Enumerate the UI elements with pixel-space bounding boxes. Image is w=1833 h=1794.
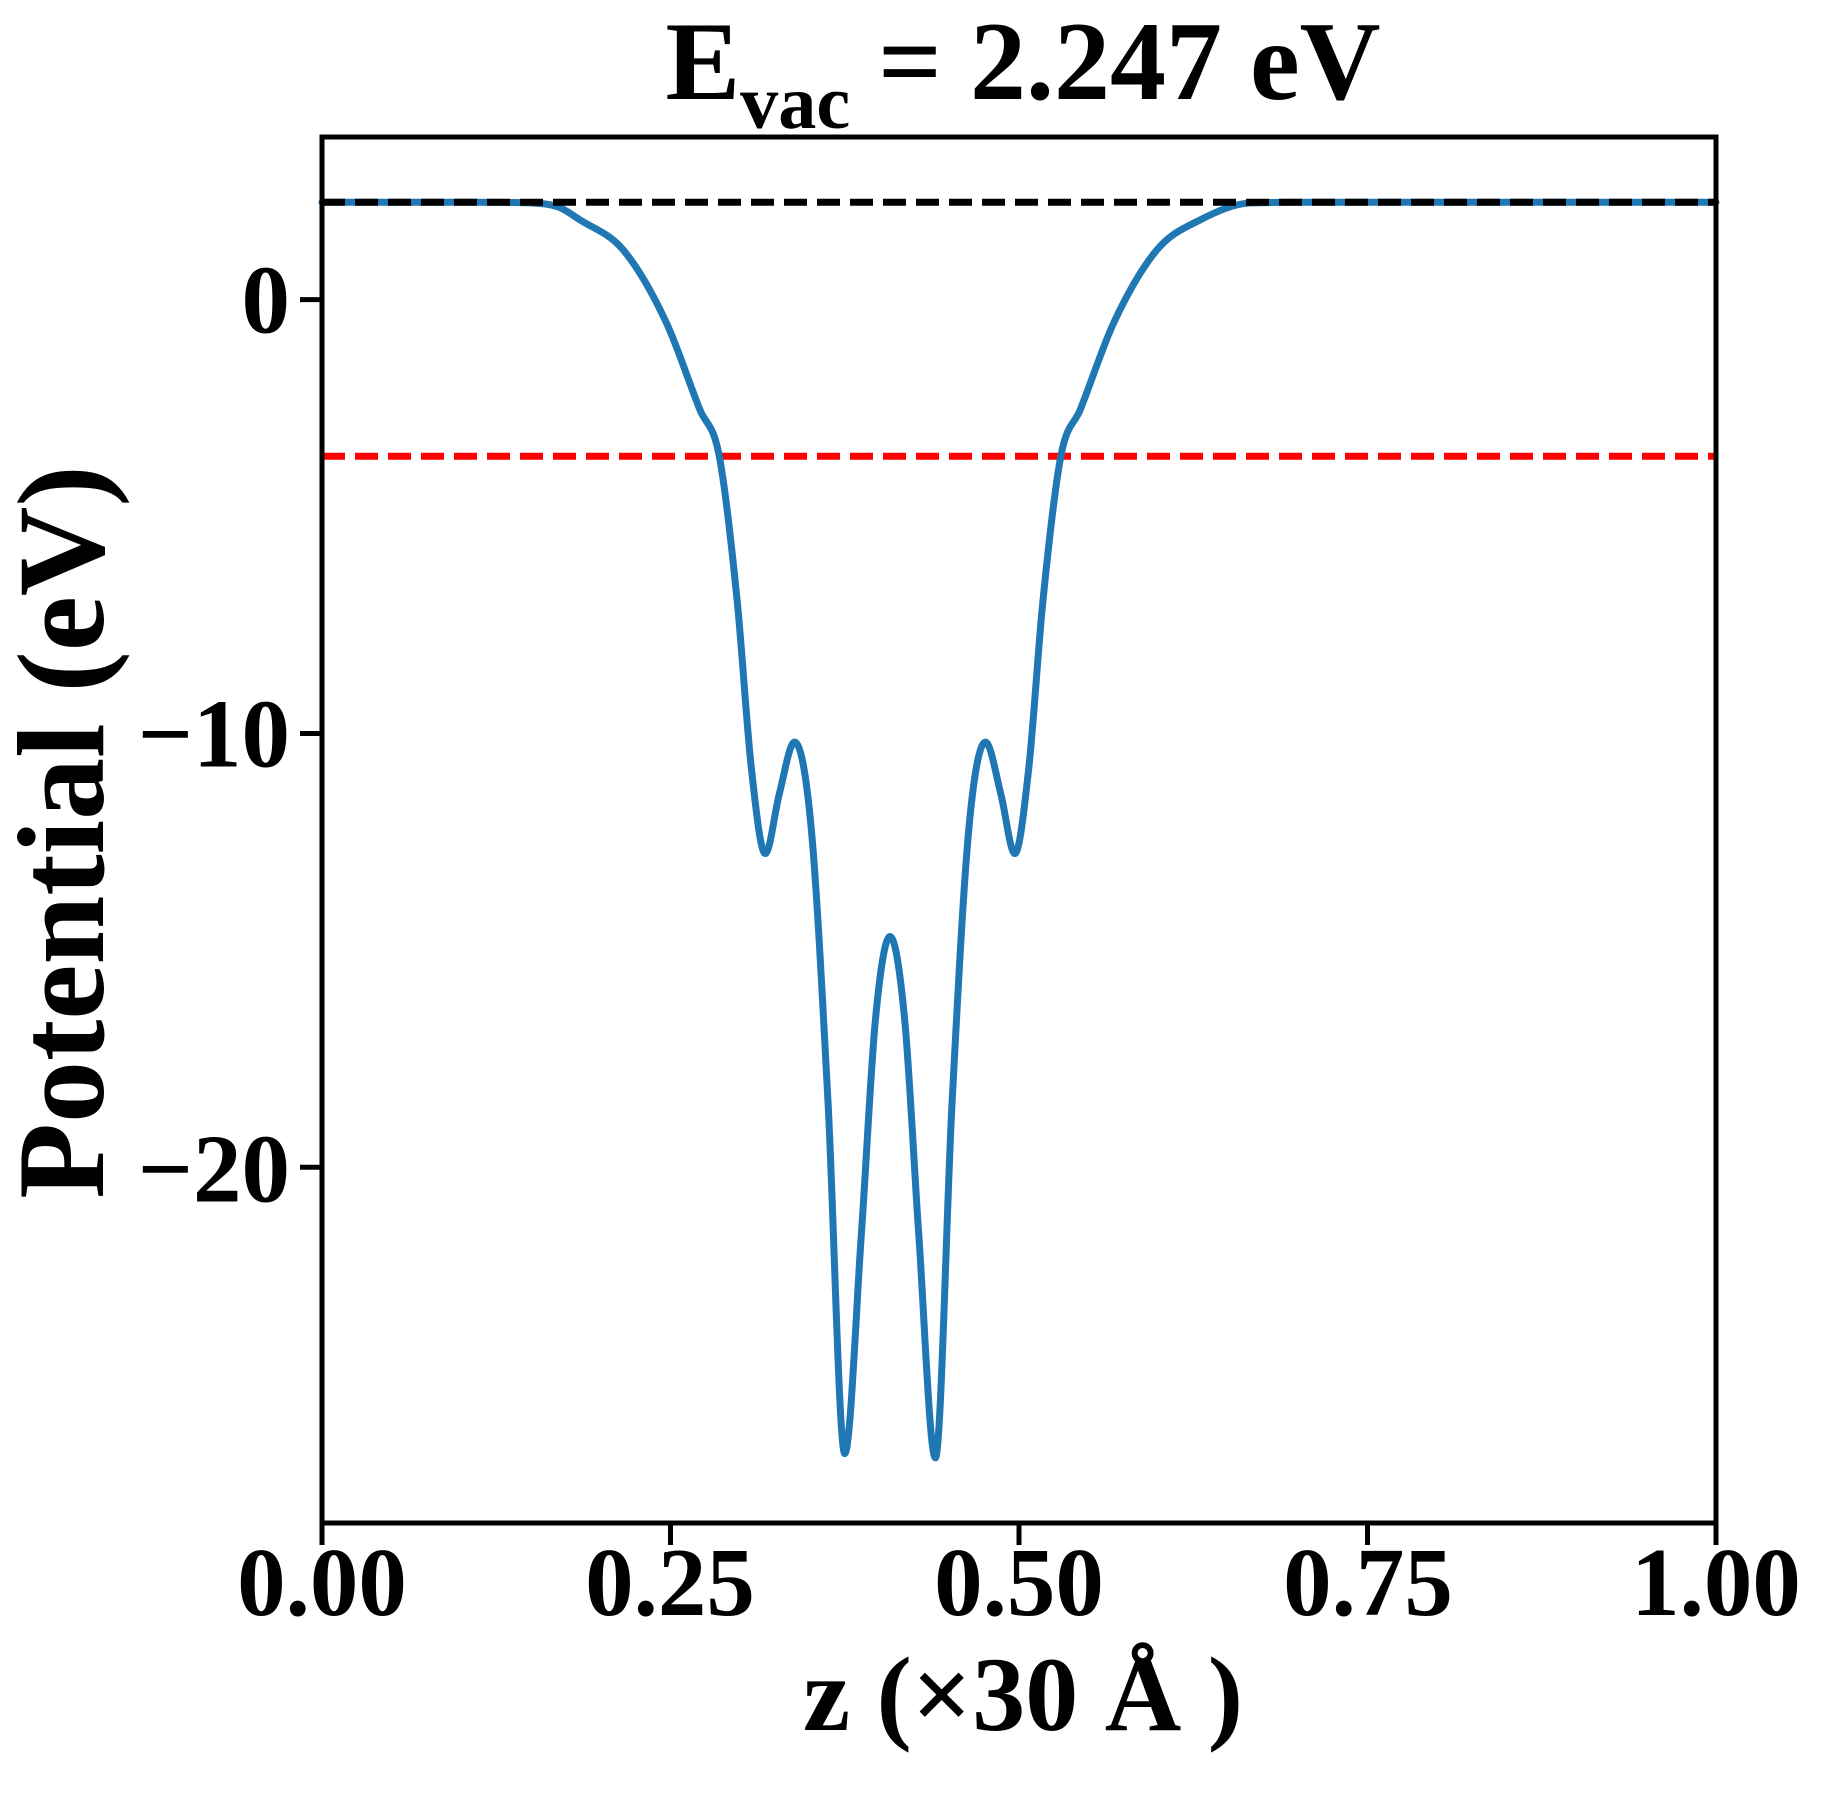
plot-area-border xyxy=(319,134,1719,1526)
x-tick-label-100: 1.00 xyxy=(1631,1529,1801,1636)
x-tick-label-000: 0.00 xyxy=(237,1529,407,1636)
tick-marks xyxy=(300,297,1719,1545)
x-tick-label-075: 0.75 xyxy=(1283,1529,1453,1636)
title-symbol: E xyxy=(665,0,741,124)
x-tick-label-050: 0.50 xyxy=(934,1529,1104,1636)
x-tick-label-025: 0.25 xyxy=(585,1529,755,1636)
planar-averaged-potential xyxy=(318,198,1720,1462)
chart-title: Evac = 2.247 eV xyxy=(665,6,1380,141)
y-tick-label-m10: −10 xyxy=(137,680,290,788)
title-value: = 2.247 eV xyxy=(850,0,1381,124)
title-subscript: vac xyxy=(740,60,851,145)
plot-frame xyxy=(319,134,1719,1526)
x-axis-label: z (×30 Å ) xyxy=(802,1636,1244,1753)
y-axis-label: Potential (eV) xyxy=(0,465,130,1199)
y-tick-label-0: 0 xyxy=(241,246,291,354)
potential-curve-group xyxy=(318,198,1720,1462)
y-tick-label-m20: −20 xyxy=(137,1115,290,1223)
